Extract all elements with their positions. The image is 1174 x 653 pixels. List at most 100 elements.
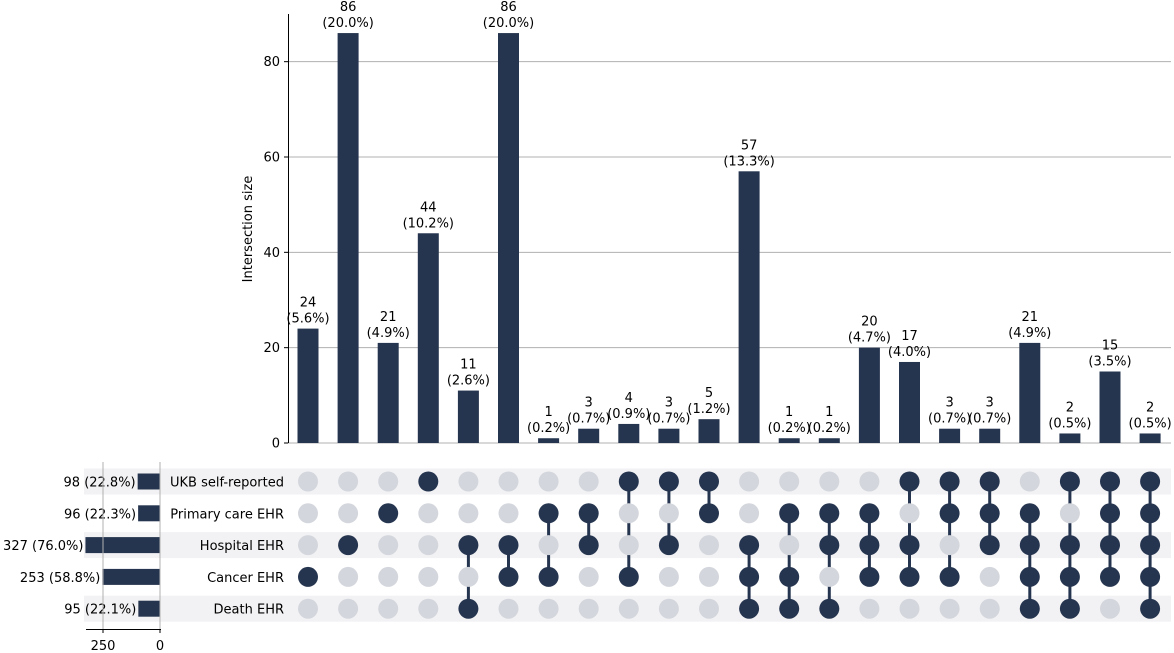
matrix-dot-active <box>979 503 1000 524</box>
bar-percent-label: (3.5%) <box>1088 355 1131 370</box>
matrix-dot-inactive <box>899 598 920 619</box>
bar-count-label: 11 <box>460 358 477 373</box>
matrix-dot-inactive <box>859 598 880 619</box>
matrix-dot-active <box>1140 503 1161 524</box>
matrix-dot-inactive <box>338 503 359 524</box>
matrix-dot-active <box>899 471 920 492</box>
matrix-dot-inactive <box>378 535 399 556</box>
matrix-dot-active <box>618 566 639 587</box>
intersection-bar <box>658 428 680 443</box>
matrix-dot-active <box>859 503 880 524</box>
matrix-dot-active <box>779 503 800 524</box>
intersection-bar <box>1139 433 1161 443</box>
matrix-dot-active <box>1019 503 1040 524</box>
bar-count-label: 4 <box>625 391 633 406</box>
matrix-dot-inactive <box>779 535 800 556</box>
set-name: UKB self-reported <box>170 476 284 491</box>
bar-percent-label: (0.2%) <box>808 421 851 436</box>
intersection-bar <box>698 419 720 443</box>
matrix-dot-active <box>618 471 639 492</box>
intersection-labels: (5.6%)24(20.0%)86(4.9%)21(10.2%)44(2.6%)… <box>286 0 1171 436</box>
matrix-dot-inactive <box>418 598 439 619</box>
bar-count-label: 3 <box>945 396 953 411</box>
y-tick-label: 80 <box>263 55 280 70</box>
matrix-dot-inactive <box>658 566 679 587</box>
set-names: UKB self-reported Primary care EHR Hospita… <box>170 476 284 618</box>
matrix-dot-inactive <box>418 503 439 524</box>
matrix-dot-active <box>1019 535 1040 556</box>
matrix-dot-active <box>1140 471 1161 492</box>
bar-percent-label: (0.2%) <box>768 421 811 436</box>
intersection-bar <box>778 438 800 443</box>
bar-count-label: 24 <box>300 296 317 311</box>
set-name: Cancer EHR <box>207 571 284 586</box>
set-size-bar <box>138 600 160 617</box>
matrix-dot-active <box>739 566 760 587</box>
bar-count-label: 86 <box>500 0 517 15</box>
matrix-dot-active <box>739 598 760 619</box>
bar-count-label: 1 <box>825 405 833 420</box>
bar-percent-label: (0.7%) <box>928 412 971 427</box>
matrix-dot-active <box>1019 566 1040 587</box>
intersection-bar <box>899 361 920 443</box>
matrix-dot-inactive <box>418 535 439 556</box>
bar-count-label: 3 <box>665 396 673 411</box>
bar-count-label: 3 <box>986 396 994 411</box>
intersection-bar <box>738 171 760 444</box>
matrix-dot-inactive <box>538 471 559 492</box>
matrix-dot-active <box>1140 535 1161 556</box>
matrix-dot-active <box>378 503 399 524</box>
matrix-dot-active <box>1019 598 1040 619</box>
intersection-bar <box>1059 433 1081 443</box>
bar-percent-label: (4.9%) <box>1008 326 1051 341</box>
matrix-dot-inactive <box>578 566 599 587</box>
matrix-dot-active <box>939 566 960 587</box>
bar-count-label: 5 <box>705 386 713 401</box>
matrix-dot-inactive <box>498 598 519 619</box>
matrix-dot-active <box>779 566 800 587</box>
matrix-dot-inactive <box>979 566 1000 587</box>
set-size-label: 96 (22.3%) <box>64 507 136 522</box>
bar-percent-label: (0.7%) <box>567 412 610 427</box>
bar-count-label: 44 <box>420 200 437 215</box>
set-size-labels: 98 (22.8%) 96 (22.3%) 327 (76.0%) 253 (58.8… <box>3 476 136 618</box>
matrix-dot-active <box>498 566 519 587</box>
matrix-dot-inactive <box>458 566 479 587</box>
bar-percent-label: (20.0%) <box>322 16 373 31</box>
y-tick-label: 20 <box>263 341 280 356</box>
bar-percent-label: (4.0%) <box>888 345 931 360</box>
matrix-dot-active <box>1059 598 1080 619</box>
set-size-bar <box>137 473 160 490</box>
intersection-bar <box>297 328 319 443</box>
intersection-matrix <box>298 471 1161 619</box>
matrix-dot-inactive <box>618 598 639 619</box>
matrix-dot-active <box>979 535 1000 556</box>
matrix-dot-inactive <box>658 503 679 524</box>
matrix-dot-inactive <box>618 503 639 524</box>
intersection-bar <box>377 342 399 443</box>
matrix-dot-active <box>819 535 840 556</box>
matrix-dot-active <box>1140 566 1161 587</box>
intersection-bar <box>337 33 359 444</box>
matrix-dot-inactive <box>298 535 318 556</box>
intersection-bar <box>1019 342 1041 443</box>
matrix-dot-inactive <box>338 471 359 492</box>
bar-count-label: 21 <box>380 310 397 325</box>
bar-percent-label: (0.7%) <box>968 412 1011 427</box>
bar-count-label: 15 <box>1102 339 1119 354</box>
matrix-dot-inactive <box>338 566 359 587</box>
matrix-dot-active <box>979 471 1000 492</box>
matrix-dot-active <box>538 503 559 524</box>
matrix-dot-inactive <box>939 535 960 556</box>
matrix-dot-active <box>658 535 679 556</box>
intersection-bar <box>1099 371 1121 443</box>
bar-percent-label: (0.5%) <box>1048 416 1091 431</box>
matrix-dot-active <box>458 598 479 619</box>
matrix-dot-active <box>498 535 519 556</box>
matrix-dot-active <box>1100 503 1120 524</box>
matrix-dot-inactive <box>418 566 439 587</box>
bar-percent-label: (20.0%) <box>483 16 534 31</box>
matrix-dot-active <box>859 566 880 587</box>
set-size-tick-label: 250 <box>91 639 116 653</box>
